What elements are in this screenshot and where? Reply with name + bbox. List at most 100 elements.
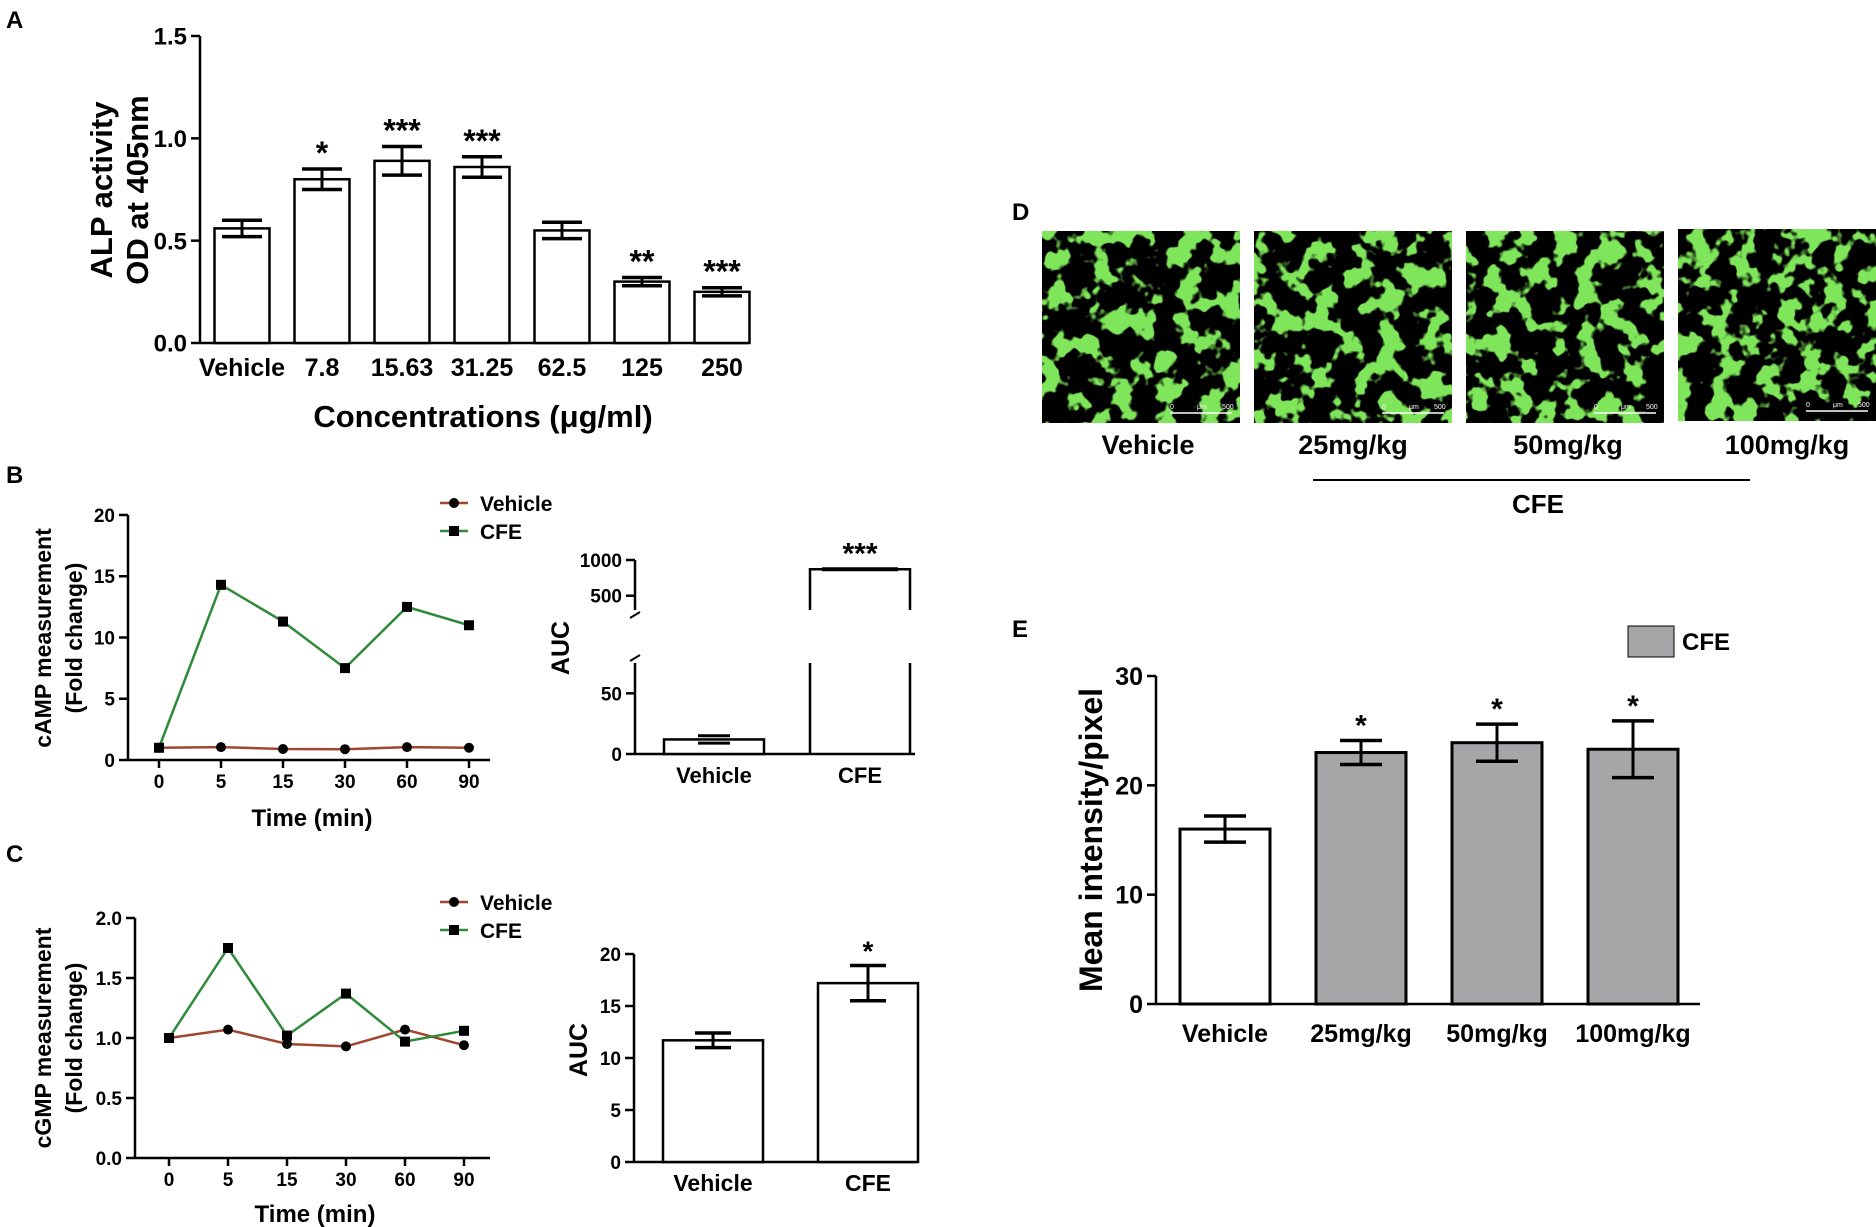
chart-b-point-cfe	[154, 742, 164, 753]
chart-b-x-tick-label: 90	[458, 772, 479, 793]
chart-a-category-label: Vehicle	[199, 354, 285, 382]
chart-e-bar	[1178, 827, 1272, 1006]
scale-bar-label-end: 500	[1434, 404, 1446, 411]
chart-b-auc-bar-upper	[808, 568, 912, 610]
chart-a-significance-label: *	[316, 135, 329, 171]
chart-b-auc-y-tick-label: 0	[611, 745, 622, 766]
scale-bar-unit: μm	[1197, 404, 1207, 411]
chart-b-point-vehicle	[402, 742, 412, 753]
chart-b-auc-y-tick-label: 500	[590, 587, 622, 608]
chart-c-point-vehicle	[400, 1024, 410, 1035]
chart-c-x-tick-label: 60	[394, 1170, 415, 1191]
chart-a-y-tick-label: 0.0	[154, 331, 187, 358]
chart-b-legend-label-cfe: CFE	[480, 521, 522, 544]
chart-a-bar	[533, 229, 591, 345]
chart-a-category-label: 250	[701, 354, 743, 382]
chart-c-auc-category-label: CFE	[845, 1170, 891, 1196]
chart-e-y-tick-label: 30	[1115, 663, 1143, 691]
chart-b-x-axis-label: Time (min)	[252, 805, 373, 832]
chart-c-point-cfe	[400, 1036, 410, 1047]
chart-e-y-tick-label: 0	[1129, 991, 1143, 1019]
chart-b-point-cfe	[464, 620, 474, 631]
chart-b-x-tick-label: 15	[272, 772, 294, 793]
micrograph-label: 50mg/kg	[1513, 430, 1623, 460]
chart-c-y-tick-label: 2.0	[96, 909, 122, 930]
chart-b-point-vehicle	[340, 744, 350, 755]
chart-c-x-tick-label: 30	[335, 1170, 356, 1191]
micrograph-bone-stain	[1466, 231, 1664, 423]
chart-c-y-tick-label: 0.5	[96, 1089, 123, 1110]
chart-c-x-tick-label: 0	[164, 1170, 175, 1191]
chart-b-y-tick-label: 20	[94, 506, 115, 527]
chart-c-y-tick-label: 0.0	[96, 1149, 122, 1170]
scale-bar-label-start: 0	[1382, 404, 1386, 411]
micrograph-bone-stain	[1254, 231, 1452, 423]
panel-label-b: B	[6, 462, 23, 489]
chart-b-x-tick-label: 0	[154, 772, 165, 793]
chart-c-point-vehicle	[282, 1039, 292, 1049]
chart-c-auc-y-axis-label: AUC	[565, 1023, 593, 1077]
chart-e-y-tick-label: 10	[1115, 882, 1143, 910]
chart-a-bar	[693, 290, 751, 345]
chart-a-y-tick-label: 0.5	[154, 228, 187, 255]
chart-b-auc-category-label: CFE	[838, 763, 882, 788]
chart-c-auc-bar: 0 5 10 15 20 Vehicle * CFE AUC	[565, 935, 920, 1196]
chart-e-category-label: 50mg/kg	[1446, 1020, 1547, 1048]
chart-b-y-tick-label: 15	[94, 567, 116, 588]
scale-bar-unit: μm	[1409, 404, 1419, 411]
chart-b-point-vehicle	[464, 742, 474, 753]
legend-swatch-cfe	[1627, 625, 1675, 658]
chart-c-legend-marker	[449, 925, 459, 935]
panel-label-c: C	[6, 841, 23, 868]
chart-a-bar	[453, 165, 511, 345]
chart-e-bar	[1314, 751, 1408, 1006]
chart-a-category-label: 125	[621, 354, 663, 382]
chart-c-auc-bar	[816, 981, 920, 1164]
chart-a-significance-label: ***	[463, 123, 501, 159]
chart-c-series-line-vehicle	[168, 1028, 465, 1048]
scale-bar-label-start: 0	[1806, 402, 1810, 409]
chart-c-auc-bar	[661, 1039, 765, 1164]
chart-a-x-axis-label: Concentrations (μg/ml)	[313, 399, 652, 434]
micrograph-bone-stain	[1042, 231, 1240, 423]
chart-e-significance-label: *	[1355, 710, 1367, 743]
chart-b-y-axis-label-line2: (Fold change)	[61, 563, 87, 714]
chart-a-significance-label: ***	[383, 113, 421, 149]
chart-a-category-label: 31.25	[451, 354, 514, 382]
chart-c-x-tick-label: 90	[453, 1170, 474, 1191]
chart-c-point-cfe	[459, 1025, 469, 1036]
chart-a-y-tick-label: 1.5	[154, 24, 187, 51]
chart-a-y-axis-label-line1: ALP activity	[84, 101, 119, 279]
chart-b-y-tick-label: 5	[104, 690, 115, 711]
chart-b-y-tick-label: 10	[94, 628, 115, 649]
scale-bar-label-start: 0	[1594, 404, 1598, 411]
chart-c-point-cfe	[164, 1033, 174, 1043]
micrograph-label: Vehicle	[1101, 430, 1194, 460]
chart-c-auc-y-tick-label: 20	[600, 945, 621, 966]
chart-e-mean-intensity: 0 10 20 30 Vehicle * 25mg/kg * 50mg/kg * 100mg/kg…	[1073, 625, 1730, 1048]
chart-b-auc-category-label: Vehicle	[676, 763, 752, 788]
chart-b-y-tick-label: 0	[104, 751, 115, 772]
chart-c-auc-y-tick-label: 15	[600, 997, 622, 1018]
scale-bar-unit: μm	[1833, 402, 1843, 409]
chart-b-auc-y-axis-label: AUC	[547, 621, 575, 675]
chart-c-x-tick-label: 5	[223, 1170, 234, 1191]
scale-bar-label-end: 500	[1646, 404, 1658, 411]
chart-e-category-label: 25mg/kg	[1310, 1020, 1411, 1048]
chart-c-x-tick-label: 15	[276, 1170, 298, 1191]
chart-b-auc-bar: 0 50 500 1000 Vehicle *** CFE AUC	[547, 537, 915, 788]
chart-b-x-tick-label: 5	[216, 772, 227, 793]
chart-c-y-axis-label-line2: (Fold change)	[61, 963, 87, 1114]
micrograph-label: 25mg/kg	[1298, 430, 1408, 460]
panel-label-a: A	[6, 7, 23, 34]
chart-a-category-label: 7.8	[305, 354, 340, 382]
chart-b-x-tick-label: 30	[334, 772, 355, 793]
micrograph-bone-stain	[1678, 229, 1876, 421]
panel-d-micrographs: 0 μm 500 Vehicle 0 μm 500 25mg/kg 0 μm 500 50mg/kg 0…	[1042, 229, 1876, 519]
chart-b-series-line-cfe	[157, 582, 470, 749]
chart-b-x-tick-label: 60	[396, 772, 417, 793]
chart-b-point-cfe	[340, 663, 350, 674]
chart-a-y-tick-label: 1.0	[154, 126, 187, 153]
chart-a-category-label: 15.63	[371, 354, 434, 382]
